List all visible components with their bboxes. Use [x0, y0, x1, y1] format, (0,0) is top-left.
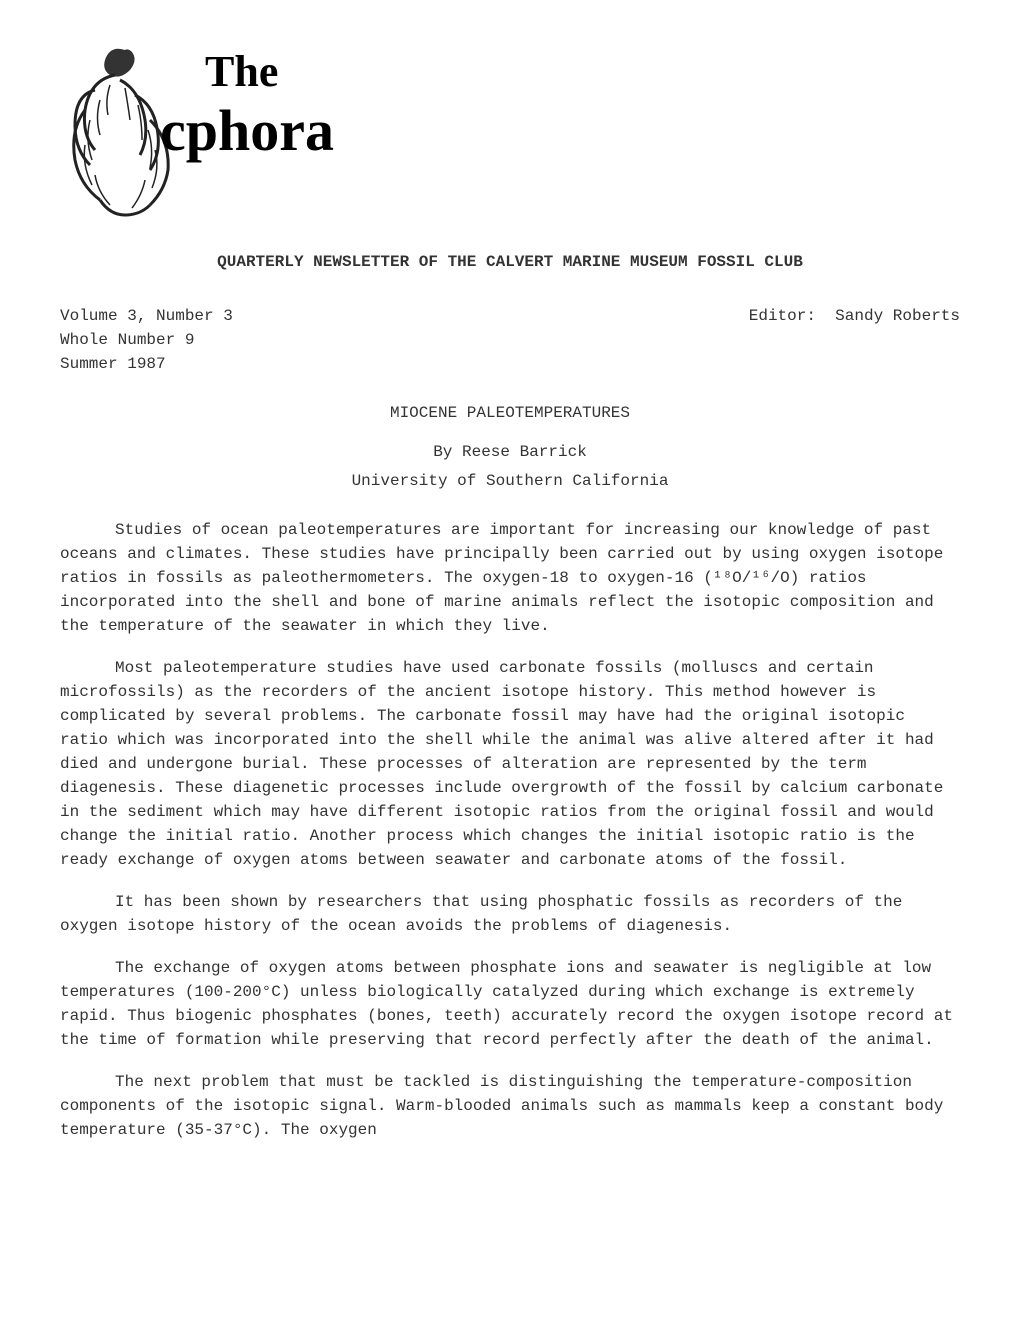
- masthead-title-line2: cphora: [160, 102, 334, 160]
- whole-number: Whole Number 9: [60, 328, 233, 352]
- masthead-title: The cphora: [205, 40, 334, 160]
- issue-meta-row: Volume 3, Number 3 Whole Number 9 Summer…: [60, 304, 960, 376]
- paragraph-5: The next problem that must be tackled is…: [60, 1070, 960, 1142]
- newsletter-subtitle: QUARTERLY NEWSLETTER OF THE CALVERT MARI…: [60, 250, 960, 274]
- editor-name: Sandy Roberts: [835, 307, 960, 325]
- paragraph-1: Studies of ocean paleotemperatures are i…: [60, 518, 960, 638]
- season-year: Summer 1987: [60, 352, 233, 376]
- paragraph-3: It has been shown by researchers that us…: [60, 890, 960, 938]
- article-affiliation: University of Southern California: [60, 469, 960, 493]
- article-title: MIOCENE PALEOTEMPERATURES: [60, 401, 960, 425]
- editor-label: Editor:: [749, 307, 816, 325]
- article-byline: By Reese Barrick: [60, 440, 960, 464]
- paragraph-2: Most paleotemperature studies have used …: [60, 656, 960, 872]
- issue-meta-left: Volume 3, Number 3 Whole Number 9 Summer…: [60, 304, 233, 376]
- masthead: The cphora: [60, 40, 960, 220]
- masthead-title-line1: The: [205, 50, 334, 94]
- volume-number: Volume 3, Number 3: [60, 304, 233, 328]
- editor-info: Editor: Sandy Roberts: [749, 304, 960, 376]
- paragraph-4: The exchange of oxygen atoms between pho…: [60, 956, 960, 1052]
- logo-title-row: The cphora: [60, 40, 960, 220]
